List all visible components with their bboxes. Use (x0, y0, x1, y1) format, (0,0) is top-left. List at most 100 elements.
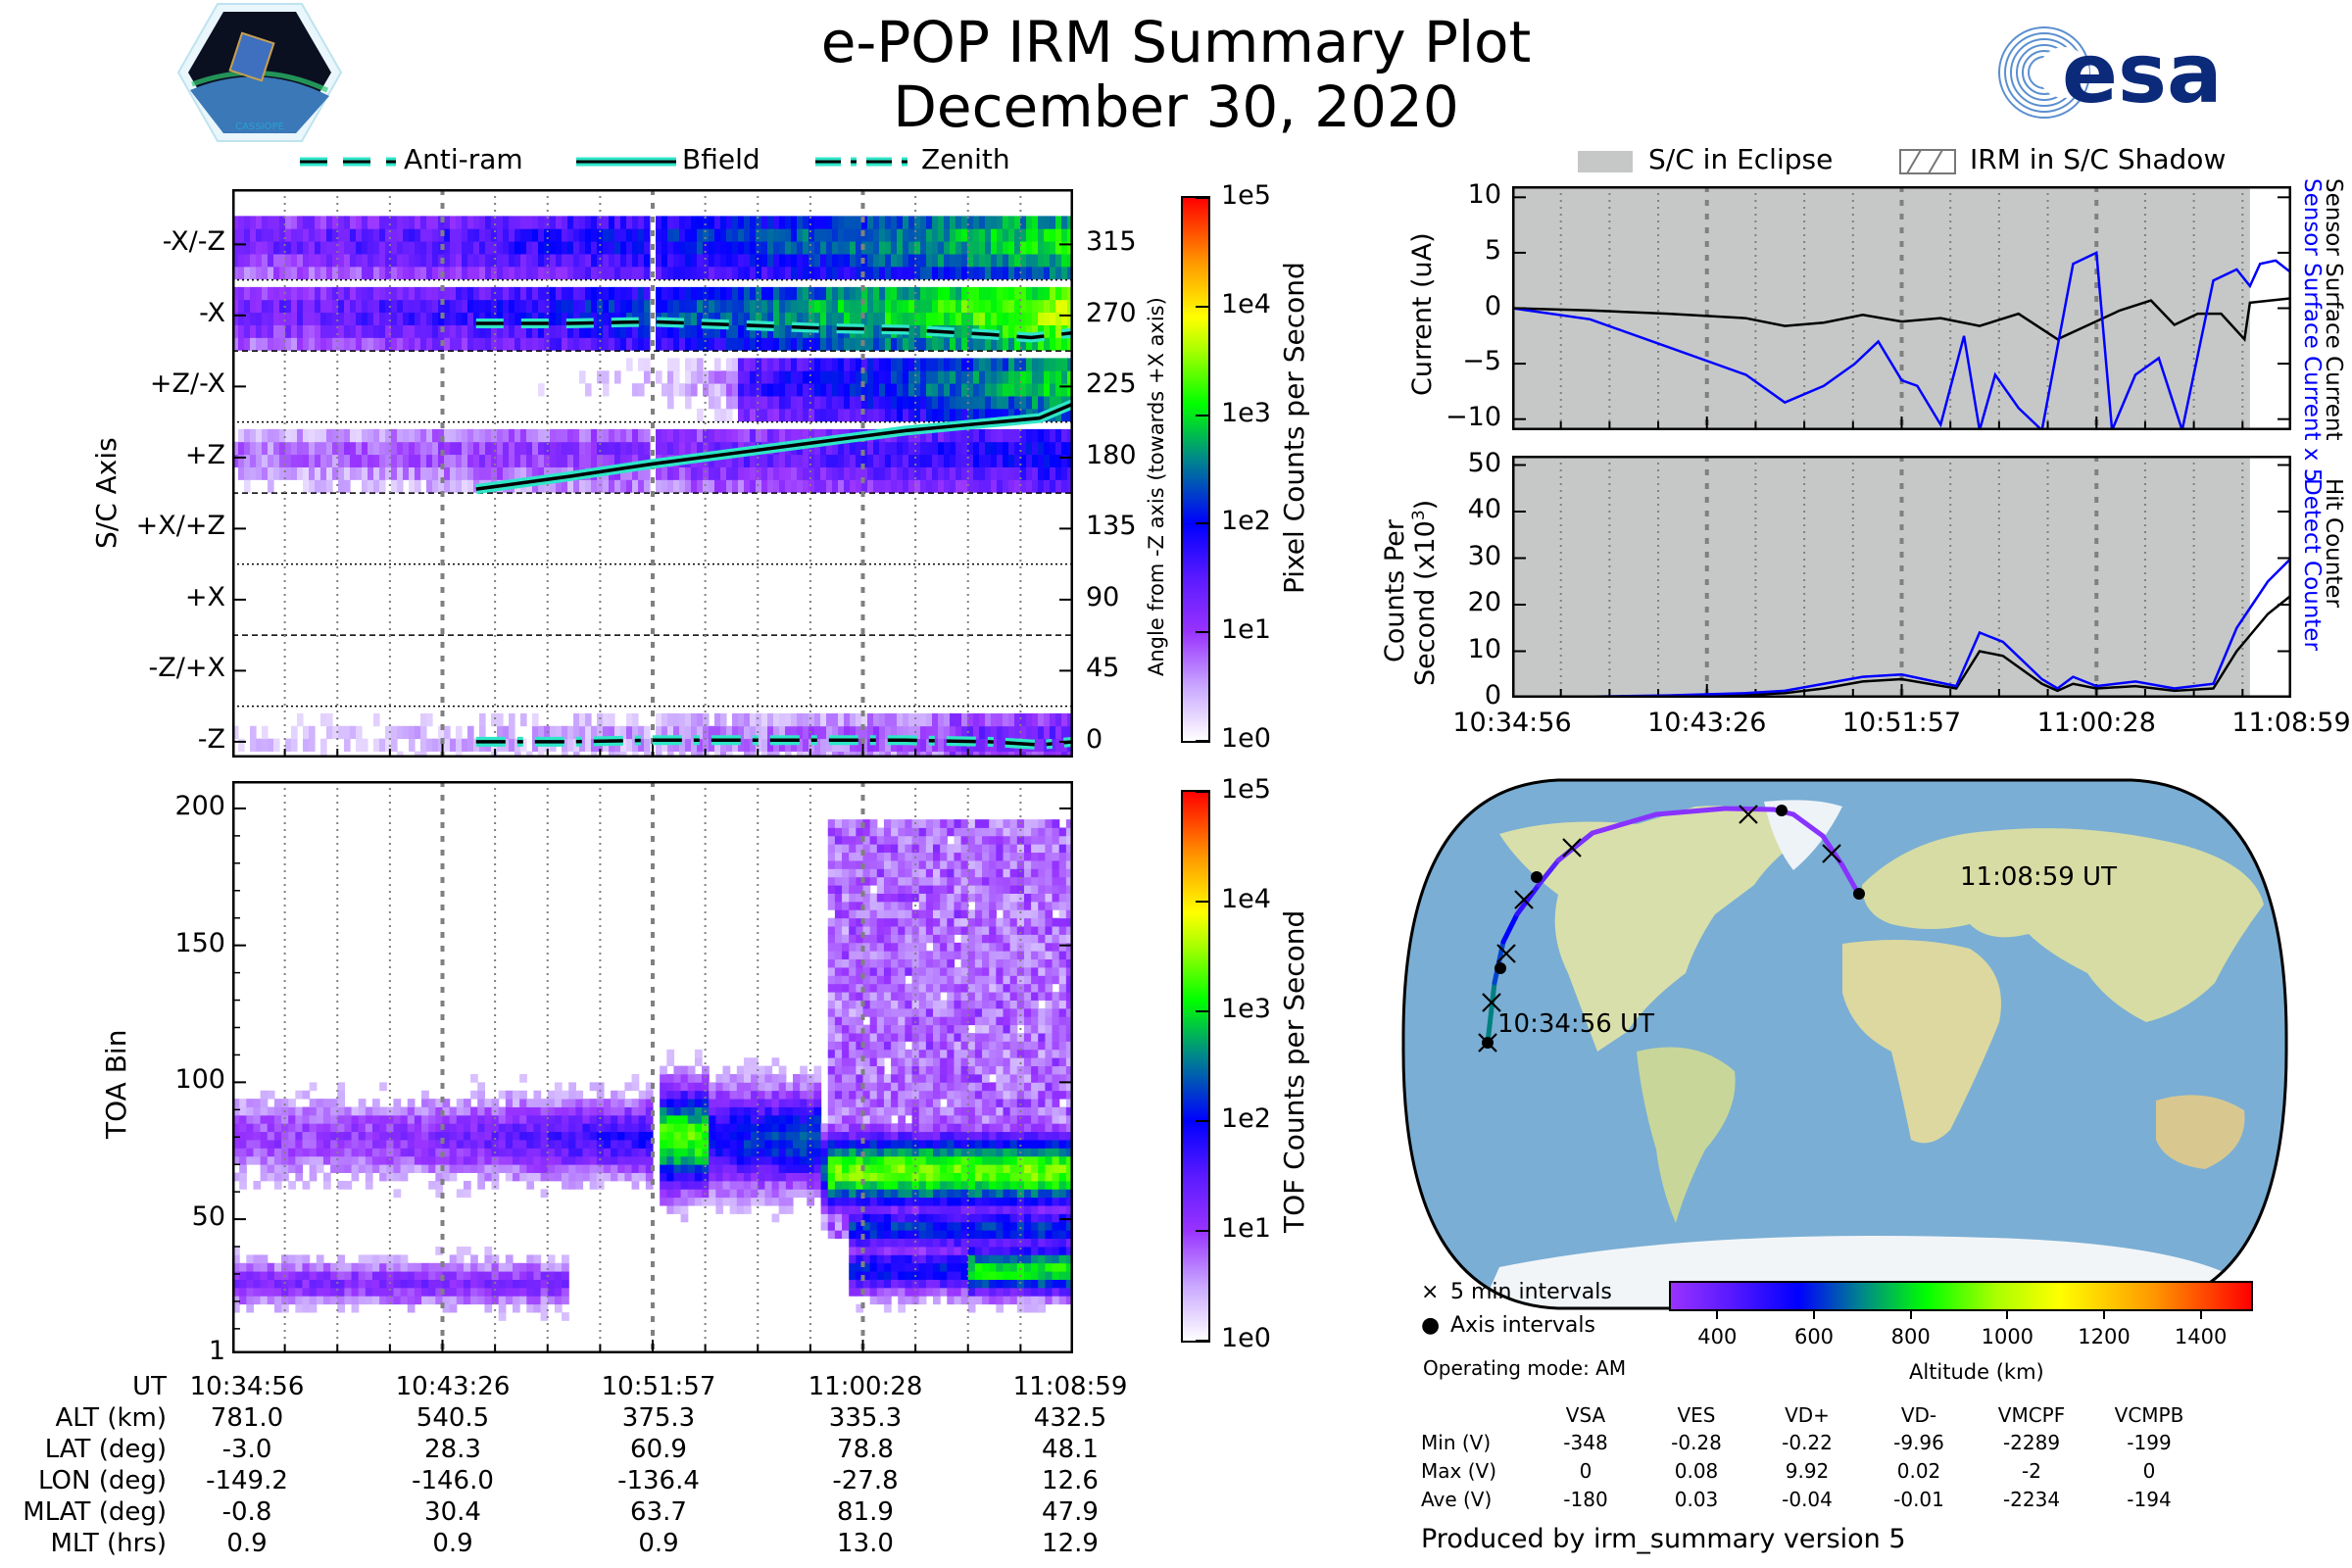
spectrogram-cell (620, 299, 627, 314)
tof-cell (253, 1155, 262, 1165)
tof-cell (891, 1247, 899, 1255)
spectrogram-cell (897, 441, 904, 456)
tof-cell (842, 1024, 850, 1034)
tof-cell (764, 1155, 773, 1165)
tof-cell (869, 1106, 878, 1116)
spectrogram-cell (697, 738, 704, 752)
tof-cell (232, 1155, 240, 1165)
tof-cell (764, 1189, 773, 1199)
spectrogram-cell (920, 383, 927, 397)
spectrogram-cell (415, 428, 421, 443)
tof-cell (856, 1099, 864, 1107)
tof-cell (645, 1106, 654, 1116)
tof-cell (856, 1033, 864, 1042)
tof-cell (751, 1114, 759, 1124)
spectrogram-cell (703, 428, 710, 443)
spectrogram-cell (726, 396, 733, 410)
tof-cell (827, 1123, 836, 1133)
spectrogram-cell (985, 454, 992, 467)
spectrogram-cell (744, 286, 751, 301)
spectrogram-cell (467, 299, 474, 314)
spectrogram-cell (1044, 479, 1051, 493)
tof-cell (715, 1148, 724, 1157)
spectrogram-cell (1014, 428, 1021, 443)
spectrogram-cell (732, 428, 739, 443)
tof-cell (358, 1262, 367, 1272)
spectrogram-cell (756, 396, 762, 410)
spectrogram-cell (944, 299, 951, 314)
spectrogram-cell (526, 337, 533, 351)
spectrogram-cell (315, 299, 321, 314)
tof-cell (715, 1180, 724, 1190)
spectrogram-cell (961, 466, 968, 480)
spectrogram-cell (1020, 337, 1027, 351)
spectrogram-cell (632, 228, 639, 242)
spectrogram-cell (850, 254, 857, 268)
spectrogram-cell (997, 396, 1004, 410)
spectrogram-cell (850, 408, 857, 422)
spectrogram-cell (273, 454, 280, 467)
spectrogram-cell (403, 466, 410, 480)
tof-cell (273, 1148, 282, 1157)
tof-cell (800, 1082, 808, 1092)
tof-cell (891, 835, 899, 845)
tof-cell (631, 1164, 640, 1173)
tof-cell (842, 835, 850, 845)
spectrogram-cell (885, 254, 892, 268)
tof-cell (239, 1131, 247, 1141)
tof-cell (729, 1205, 738, 1214)
spectrogram-cell (550, 428, 557, 443)
spectrogram-cell (603, 228, 610, 242)
spectrogram-cell (750, 241, 757, 255)
tof-cell (246, 1303, 255, 1313)
tof-cell (883, 1238, 892, 1248)
tof-cell (842, 1230, 850, 1240)
spectrogram-cell (497, 299, 504, 314)
spectrogram-cell (591, 266, 598, 280)
tof-cell (729, 1099, 738, 1107)
spectrogram-cell (320, 266, 327, 280)
spectrogram-cell (291, 216, 298, 229)
spectrogram-cell (785, 428, 792, 443)
spectrogram-cell (1038, 738, 1045, 752)
tof-cell (856, 983, 864, 993)
spectrogram-cell (320, 228, 327, 242)
spectrogram-cell (415, 725, 421, 740)
spectrogram-cell (814, 337, 821, 351)
tof-cell (722, 1123, 731, 1133)
spectrogram-cell (1067, 254, 1073, 268)
spectrogram-cell (250, 466, 257, 480)
spectrogram-cell (897, 241, 904, 255)
tof-cell (351, 1303, 360, 1313)
spectrogram-cell (544, 428, 551, 443)
tof-cell (547, 1140, 556, 1149)
tof-cell (470, 1140, 478, 1149)
spectrogram-cell (420, 324, 427, 338)
spectrogram-cell (1003, 383, 1009, 397)
spectrogram-cell (626, 266, 633, 280)
spectrogram-cell (1050, 337, 1056, 351)
spectrogram-cell (797, 370, 804, 384)
tof-cell (611, 1140, 618, 1149)
spectrogram-cell (820, 751, 827, 758)
spectrogram-cell (814, 466, 821, 480)
spectrogram-cell (703, 479, 710, 493)
spectrogram-cell (438, 454, 445, 467)
tof-cell (849, 1114, 857, 1124)
tof-cell (666, 1106, 675, 1116)
spectrogram-cell (1032, 428, 1039, 443)
spectrogram-cell (820, 396, 827, 410)
tof-cell (800, 1114, 808, 1124)
spectrogram-cell (315, 466, 321, 480)
spectrogram-cell (262, 454, 269, 467)
tof-cell (883, 1000, 892, 1009)
spectrogram-cell (620, 725, 627, 740)
spectrogram-cell (808, 254, 815, 268)
spectrogram-cell (632, 266, 639, 280)
tof-cell (869, 835, 878, 845)
tof-cell (793, 1164, 801, 1173)
spectrogram-cell (785, 228, 792, 242)
spectrogram-cell (350, 428, 357, 443)
spectrogram-cell (297, 441, 304, 456)
tof-cell (562, 1296, 569, 1305)
